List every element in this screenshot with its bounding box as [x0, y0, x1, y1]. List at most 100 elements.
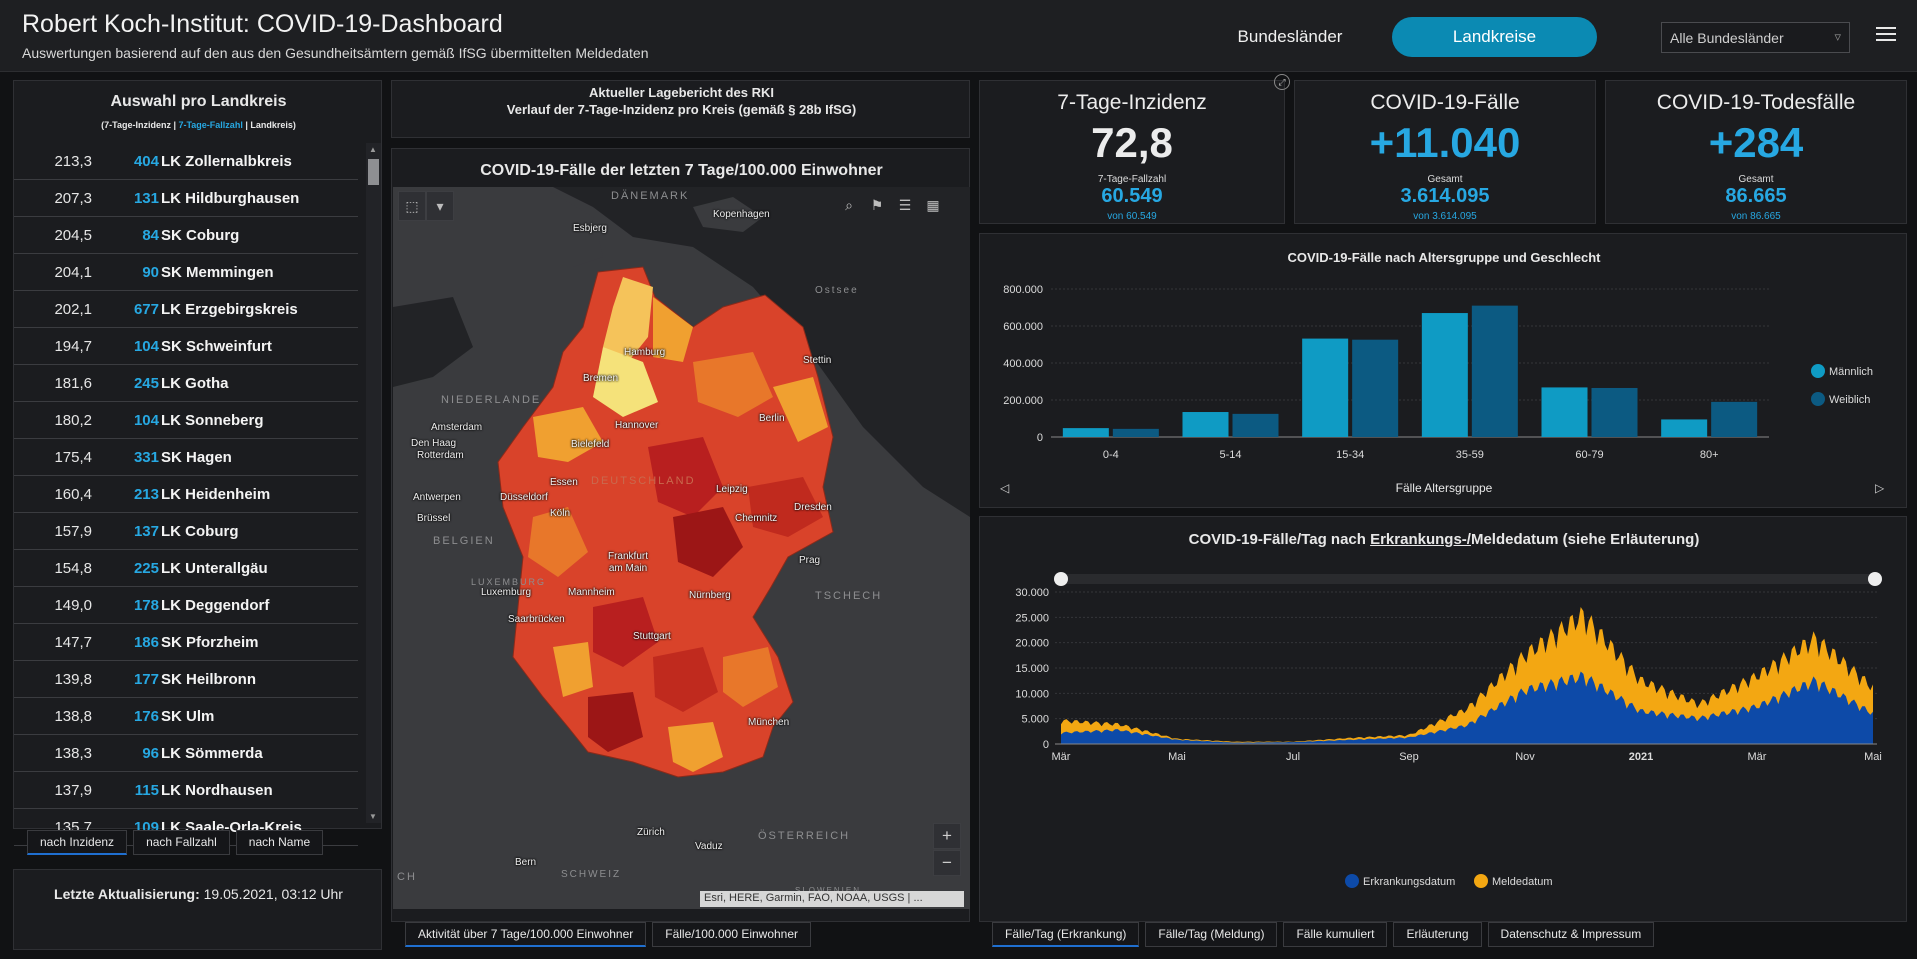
map-tabs: Aktivität über 7 Tage/100.000 Einwohner F… — [405, 922, 812, 947]
timeseries-tab-3[interactable]: Erläuterung — [1393, 922, 1482, 947]
germany-map[interactable]: DÄNEMARK NIEDERLANDE BELGIEN DEUTSCHLAND… — [393, 187, 970, 909]
landkreis-row[interactable]: 202,1 677 LK Erzgebirgskreis — [14, 291, 358, 328]
landkreis-name: SK Pforzheim — [161, 634, 259, 651]
rki-report-panel[interactable]: Aktueller Lagebericht des RKI Verlauf de… — [391, 80, 970, 138]
update-panel: Letzte Aktualisierung: 19.05.2021, 03:12… — [13, 869, 382, 950]
landkreise-button[interactable]: Landkreise — [1392, 17, 1597, 57]
timeseries-chart[interactable]: 0 5.000 10.000 15.000 20.000 25.000 30.000 Mär M… — [980, 557, 1908, 857]
area-erkrankungsdatum — [1061, 671, 1873, 744]
map-canvas[interactable] — [393, 187, 970, 909]
bar-weiblich — [1711, 401, 1758, 437]
kpi-value: +284 — [1708, 119, 1804, 166]
landkreis-row[interactable]: 181,6 245 LK Gotha — [14, 365, 358, 402]
landkreis-row[interactable]: 149,0 178 LK Deggendorf — [14, 587, 358, 624]
legend-inzidenz: (7-Tage-Inzidenz | — [101, 120, 179, 130]
landkreis-row[interactable]: 147,7 186 SK Pforzheim — [14, 624, 358, 661]
map-tab-0[interactable]: Aktivität über 7 Tage/100.000 Einwohner — [405, 922, 647, 947]
label-ostsee: Ostsee — [815, 285, 859, 296]
landkreis-row[interactable]: 138,8 176 SK Ulm — [14, 698, 358, 735]
landkreis-fallzahl: 225 — [133, 560, 159, 577]
landkreis-name: LK Erzgebirgskreis — [161, 301, 298, 318]
landkreis-name: SK Coburg — [161, 227, 240, 244]
landkreis-inzidenz: 157,9 — [54, 523, 92, 540]
map-tab-1[interactable]: Fälle/100.000 Einwohner — [652, 922, 812, 947]
scrollbar-thumb[interactable] — [368, 159, 379, 185]
landkreis-row[interactable]: 137,9 115 LK Nordhausen — [14, 772, 358, 809]
landkreis-inzidenz: 154,8 — [54, 560, 92, 577]
landkreis-name: LK Hildburghausen — [161, 190, 300, 207]
sort-tab-1[interactable]: nach Fallzahl — [133, 830, 230, 855]
timeseries-tab-1[interactable]: Fälle/Tag (Meldung) — [1145, 922, 1278, 947]
landkreis-name: SK Memmingen — [161, 264, 274, 281]
sort-tab-0[interactable]: nach Inzidenz — [27, 830, 128, 855]
fullscreen-icon[interactable]: ⤢ — [1274, 74, 1290, 90]
bookmark-icon[interactable]: ⚑ — [870, 197, 884, 213]
scroll-down-icon[interactable]: ▼ — [369, 812, 377, 821]
kpi-sublabel: 7-Tage-Fallzahl — [1097, 174, 1167, 185]
age-chart-title: COVID-19-Fälle nach Altersgruppe und Ges… — [1287, 250, 1601, 265]
city-chemnitz: Chemnitz — [735, 513, 778, 524]
landkreis-row[interactable]: 138,3 96 LK Sömmerda — [14, 735, 358, 772]
landkreis-scrollbar[interactable]: ▲ ▼ — [366, 143, 381, 823]
landkreis-row[interactable]: 213,3 404 LK Zollernalbkreis — [14, 143, 358, 180]
legend-maennlich[interactable]: Männlich — [1811, 364, 1873, 378]
zoom-in-button[interactable]: + — [933, 823, 961, 849]
chevron-right-icon[interactable]: ▷ — [1875, 481, 1885, 495]
landkreis-row[interactable]: 139,8 177 SK Heilbronn — [14, 661, 358, 698]
landkreis-inzidenz: 175,4 — [54, 449, 92, 466]
chevron-down-icon: ▿ — [1834, 29, 1841, 44]
zoom-out-button[interactable]: − — [933, 850, 961, 876]
layer-list-icon[interactable]: ☰ — [898, 197, 912, 213]
city-luxemburg: Luxemburg — [481, 587, 532, 598]
x-tick-label: Jul — [1286, 751, 1300, 763]
scroll-up-icon[interactable]: ▲ — [369, 145, 377, 154]
bundeslaender-button[interactable]: Bundesländer — [1237, 27, 1343, 46]
chevron-left-icon[interactable]: ◁ — [1000, 481, 1010, 495]
search-icon[interactable]: ⌕ — [845, 197, 853, 213]
landkreis-list[interactable]: 213,3 404 LK Zollernalbkreis 207,3 131 LK Hil… — [14, 143, 364, 908]
update-text: Letzte Aktualisierung: 19.05.2021, 03:12… — [14, 886, 383, 902]
y-tick-label: 600.000 — [1003, 321, 1043, 333]
landkreis-row[interactable]: 154,8 225 LK Unterallgäu — [14, 550, 358, 587]
landkreis-row[interactable]: 204,5 84 SK Coburg — [14, 217, 358, 254]
legend-meldedatum[interactable]: Meldedatum — [1474, 874, 1553, 888]
select-tool-icon[interactable]: ⬚ — [398, 191, 426, 221]
landkreis-row[interactable]: 157,9 137 LK Coburg — [14, 513, 358, 550]
sort-tab-2[interactable]: nach Name — [235, 830, 324, 855]
landkreis-row[interactable]: 175,4 331 SK Hagen — [14, 439, 358, 476]
landkreis-row[interactable]: 207,3 131 LK Hildburghausen — [14, 180, 358, 217]
bundesland-select[interactable]: Alle Bundesländer ▿ — [1661, 22, 1850, 53]
y-tick-label: 10.000 — [1015, 688, 1049, 700]
y-tick-label: 200.000 — [1003, 395, 1043, 407]
timeseries-tab-4[interactable]: Datenschutz & Impressum — [1487, 922, 1655, 947]
map-attribution: Esri, HERE, Garmin, FAO, NOAA, USGS | ..… — [700, 891, 964, 907]
landkreis-row[interactable]: 194,7 104 SK Schweinfurt — [14, 328, 358, 365]
landkreis-inzidenz: 137,9 — [54, 782, 92, 799]
x-tick-label: Mär — [1748, 751, 1767, 763]
hamburger-menu-icon[interactable] — [1876, 24, 1896, 44]
x-tick-label: 5-14 — [1219, 449, 1241, 461]
landkreis-fallzahl: 96 — [142, 745, 159, 762]
rki-report-title: Aktueller Lagebericht des RKI — [589, 85, 774, 100]
city-muenchen: München — [748, 717, 790, 728]
timeseries-tab-2[interactable]: Fälle kumuliert — [1283, 922, 1388, 947]
label-oesterreich: ÖSTERREICH — [758, 830, 851, 842]
city-rotterdam: Rotterdam — [417, 450, 464, 461]
app-header: Robert Koch-Institut: COVID-19-Dashboard… — [0, 0, 1917, 72]
age-chart[interactable]: 0 200.000 400.000 600.000 800.000 0-4 5-14 15-3… — [980, 274, 1908, 479]
landkreis-row[interactable]: 160,4 213 LK Heidenheim — [14, 476, 358, 513]
legend-erkrankungsdatum[interactable]: Erkrankungsdatum — [1345, 874, 1455, 888]
timeseries-tab-0[interactable]: Fälle/Tag (Erkrankung) — [992, 922, 1140, 947]
basemap-gallery-icon[interactable]: ▦ — [926, 197, 940, 213]
landkreis-row[interactable]: 180,2 104 LK Sonneberg — [14, 402, 358, 439]
city-antwerpen: Antwerpen — [413, 492, 461, 503]
x-tick-label: 80+ — [1700, 449, 1719, 461]
kpi-faelle: COVID-19-Fälle +11.040 Gesamt 3.614.095 … — [1294, 80, 1596, 224]
city-bremen: Bremen — [583, 373, 619, 384]
city-mannheim: Mannheim — [568, 587, 615, 598]
bar-männlich — [1302, 338, 1349, 437]
select-dropdown-icon[interactable]: ▾ — [426, 191, 454, 221]
kpi-reference: von 60.549 — [1107, 211, 1157, 222]
legend-weiblich[interactable]: Weiblich — [1811, 392, 1870, 406]
landkreis-row[interactable]: 204,1 90 SK Memmingen — [14, 254, 358, 291]
